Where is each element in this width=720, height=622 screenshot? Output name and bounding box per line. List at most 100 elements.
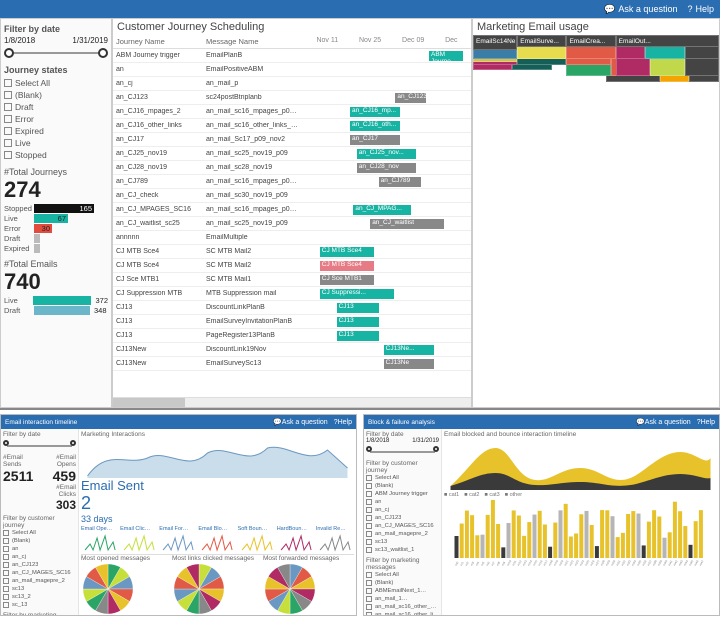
schedule-row[interactable]: CJ13NewDiscountLink19NovCJ13Ne... <box>113 343 471 357</box>
treemap-title: Marketing Email usage <box>473 19 719 35</box>
filter-option[interactable]: sc13_waitlist_1 <box>366 546 439 554</box>
filter-option[interactable]: an_CJ_MAGES_SC16 <box>366 522 439 530</box>
filter-option[interactable]: an_mail_1… <box>366 595 439 603</box>
sends-value: 2511 <box>3 468 36 484</box>
schedule-row[interactable]: an_CJ123sc24postBtriplanban_CJ123 <box>113 91 471 105</box>
state-option[interactable]: Draft <box>4 101 108 113</box>
schedule-row[interactable]: CJ13EmailSurveyInvitationPlanBCJ13 <box>113 315 471 329</box>
col-message[interactable]: Message Name <box>203 35 303 48</box>
treemap-tile[interactable]: EmailCrea... <box>566 35 615 47</box>
filter-option[interactable]: sc13 <box>3 585 76 593</box>
state-option[interactable]: (Blank) <box>4 89 108 101</box>
filter-option[interactable]: sc13 <box>366 538 439 546</box>
schedule-row[interactable]: CJ Sce MTB1SC MTB Mail1CJ Sce MTB1 <box>113 273 471 287</box>
treemap[interactable]: (Blank)k_email...EM.18...CJABMTriggerCJ1… <box>473 35 719 407</box>
opens-value: 459 <box>42 468 76 484</box>
schedule-row[interactable]: annnnnEmailMultiple <box>113 231 471 245</box>
schedule-row[interactable]: CJ MTB Sce4SC MTB Mail2CJ MTB Sce4 <box>113 245 471 259</box>
email-sent-sub: 33 days <box>81 514 354 524</box>
col-journey[interactable]: Journey Name <box>113 35 203 48</box>
help-link[interactable]: ? Help <box>687 4 714 14</box>
email-sent-value: 2 <box>81 493 354 514</box>
filter-option[interactable]: an_mail_magepre_2 <box>366 530 439 538</box>
treemap-tile[interactable]: EmailOut... <box>616 35 719 47</box>
date-to: 1/31/2019 <box>72 36 108 45</box>
state-option[interactable]: Stopped <box>4 149 108 161</box>
filter-option[interactable]: an_CJ_MAGES_SC16 <box>3 569 76 577</box>
ask-icon[interactable]: 💬Ask a question <box>273 418 328 426</box>
treemap-panel: Marketing Email usage (Blank)k_email...E… <box>472 18 720 408</box>
thumb-topbar: Block & failure analysis 💬Ask a question… <box>364 415 719 429</box>
schedule-row[interactable]: an_CJ_MPAGES_SC16an_mail_sc16_mpages_p09… <box>113 203 471 217</box>
journey-bar: Live67 <box>4 214 108 223</box>
schedule-row[interactable]: CJ13PageRegister13PlanBCJ13 <box>113 329 471 343</box>
filter-option[interactable]: an_CJ123 <box>366 514 439 522</box>
filter-option[interactable]: an <box>366 498 439 506</box>
schedule-row[interactable]: CJ13NewEmailSurveySc13CJ13Ne <box>113 357 471 371</box>
date-from: 1/8/2018 <box>4 36 35 45</box>
clicks-value: 303 <box>42 498 76 512</box>
date-slider[interactable] <box>4 47 108 59</box>
schedule-row[interactable]: CJ13DiscountLinkPlanBCJ13 <box>113 301 471 315</box>
svg-text:m47: m47 <box>698 559 705 566</box>
schedule-row[interactable]: an_CJ28_nov19an_mail_sc28_nov19an_CJ28_n… <box>113 161 471 175</box>
help-icon[interactable]: ?Help <box>697 419 715 426</box>
filter-option[interactable]: an_cj <box>3 553 76 561</box>
filter-option[interactable]: sc13_2 <box>3 593 76 601</box>
thumb-block-failure[interactable]: Block & failure analysis 💬Ask a question… <box>363 414 720 616</box>
ask-icon[interactable]: 💬Ask a question <box>636 418 691 426</box>
filter-option[interactable]: (Blank) <box>366 579 439 587</box>
interaction-area-chart <box>81 438 354 478</box>
filter-option[interactable]: an_mail_sc16_other_p09_nov2 <box>366 603 439 611</box>
thumb-title: Email interaction timeline <box>5 419 77 426</box>
schedule-row[interactable]: an_CJ16_other_linksan_mail_sc16_other_li… <box>113 119 471 133</box>
schedule-scrollbar[interactable] <box>113 397 471 407</box>
treemap-tile[interactable]: EmailSurve... <box>517 35 566 47</box>
schedule-row[interactable]: an_CJ789an_mail_sc16_mpages_p09_nov2an_C… <box>113 175 471 189</box>
schedule-row[interactable]: ABM Journey triggerEmailPlanBABM Journe.… <box>113 49 471 63</box>
schedule-row[interactable]: CJ Suppression MTBMTB Suppression mailCJ… <box>113 287 471 301</box>
schedule-row[interactable]: an_cjan_mail_p <box>113 77 471 91</box>
state-option[interactable]: Expired <box>4 125 108 137</box>
filter-option[interactable]: Select All <box>3 529 76 537</box>
filter-option[interactable]: an_CJ123 <box>3 561 76 569</box>
filter-option[interactable]: ABMEmailNext_1… <box>366 587 439 595</box>
state-option[interactable]: Select All <box>4 77 108 89</box>
schedule-row[interactable]: an_CJ_waitlist_sc25an_mail_sc25_nov19_p0… <box>113 217 471 231</box>
filter-panel: Filter by date 1/8/2018 1/31/2019 Journe… <box>0 18 112 408</box>
schedule-row[interactable]: anEmailPositiveABM <box>113 63 471 77</box>
thumb-main: Email blocked and bounce interaction tim… <box>442 429 719 615</box>
filter-option[interactable]: (Blank) <box>366 482 439 490</box>
filter-option[interactable]: Select All <box>366 571 439 579</box>
filter-option[interactable]: an_mail_sc16_other_links_p09 <box>366 611 439 615</box>
filter-option[interactable]: (Blank) <box>3 537 76 545</box>
email-bar: Draft348 <box>4 306 108 315</box>
filter-option[interactable]: an <box>3 545 76 553</box>
bar-chart: m0m1m2m3m4m5m6m7m8m9m10m11m12m13m14m15m1… <box>444 500 717 570</box>
main-grid: Filter by date 1/8/2018 1/31/2019 Journe… <box>0 18 720 410</box>
filter-option[interactable]: Select All <box>366 474 439 482</box>
date-range: 1/8/2018 1/31/2019 <box>4 36 108 45</box>
help-icon[interactable]: ?Help <box>334 419 352 426</box>
schedule-row[interactable]: an_CJ_checkan_mail_sc30_nov19_p09 <box>113 189 471 203</box>
stream-chart <box>444 438 717 490</box>
filter-option[interactable]: an_cj <box>366 506 439 514</box>
schedule-header: Journey Name Message Name Nov 11Nov 25De… <box>113 35 471 49</box>
filter-option[interactable]: sc_13 <box>3 601 76 609</box>
timeline-dates: Nov 11Nov 25Dec 09Dec <box>303 35 471 48</box>
treemap-tile[interactable]: EmailSc14Ne... <box>473 35 517 50</box>
filter-option[interactable]: an_mail_magepre_2 <box>3 577 76 585</box>
thumb-email-interaction[interactable]: Email interaction timeline 💬Ask a questi… <box>0 414 357 616</box>
schedule-rows[interactable]: ABM Journey triggerEmailPlanBABM Journe.… <box>113 49 471 397</box>
pie-chart <box>263 562 317 615</box>
filter-option[interactable]: ABM Journey trigger <box>366 490 439 498</box>
schedule-row[interactable]: CJ MTB Sce4SC MTB Mail2CJ MTB Sce4 <box>113 259 471 273</box>
schedule-row[interactable]: an_CJ25_nov19an_mail_sc25_nov19_p09an_CJ… <box>113 147 471 161</box>
state-option[interactable]: Error <box>4 113 108 125</box>
schedule-row[interactable]: an_CJ16_mpages_2an_mail_sc16_mpages_p09_… <box>113 105 471 119</box>
state-option[interactable]: Live <box>4 137 108 149</box>
schedule-row[interactable]: an_CJ17an_mail_Sc17_p09_nov2an_CJ17 <box>113 133 471 147</box>
schedule-title: Customer Journey Scheduling <box>113 19 471 35</box>
thumb-title: Block & failure analysis <box>368 419 435 426</box>
ask-question-link[interactable]: 💬 Ask a question <box>604 4 677 15</box>
